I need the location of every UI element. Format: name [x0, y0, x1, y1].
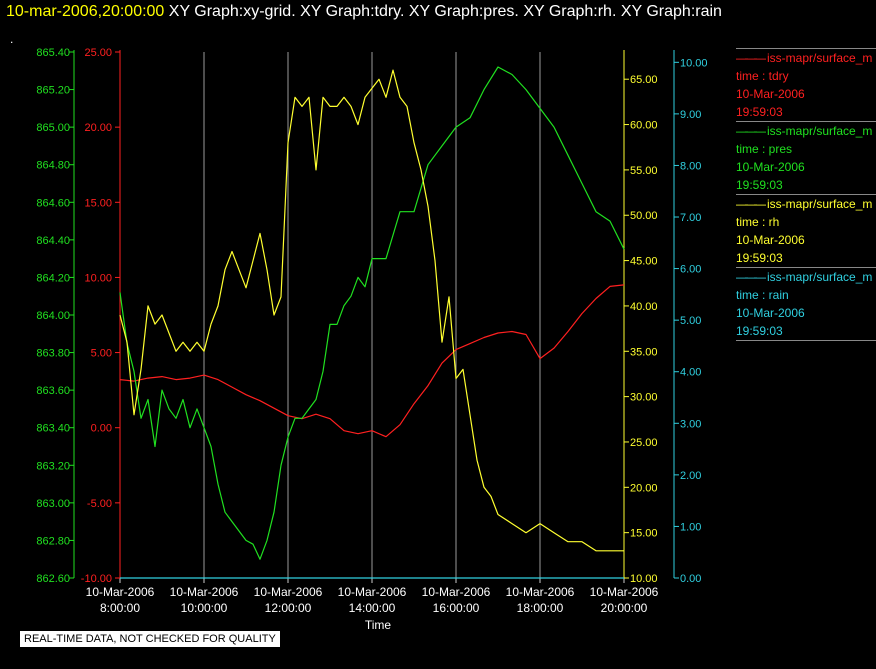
pres-tick-label: 863.60 [36, 385, 70, 397]
rain-tick-label: 0.00 [680, 573, 701, 585]
x-tick-label-time: 14:00:00 [349, 601, 396, 615]
legend-line4: 19:59:03 [736, 178, 783, 192]
legend-line3: 10-Mar-2006 [736, 306, 805, 320]
x-tick-label-date: 10-Mar-2006 [170, 585, 239, 599]
rain-tick-label: 1.00 [680, 521, 701, 533]
pres-tick-label: 863.00 [36, 498, 70, 510]
pres-tick-label: 865.00 [36, 122, 70, 134]
legend-line4: 19:59:03 [736, 251, 783, 265]
header-dot: . [10, 32, 14, 46]
x-tick-label-time: 10:00:00 [181, 601, 228, 615]
pres-tick-label: 864.00 [36, 310, 70, 322]
legend-rule [736, 340, 876, 341]
data-quality-notice: REAL-TIME DATA, NOT CHECKED FOR QUALITY [20, 631, 280, 647]
rh-tick-label: 25.00 [630, 437, 658, 449]
rh-tick-label: 20.00 [630, 482, 658, 494]
x-tick-label-date: 10-Mar-2006 [254, 585, 323, 599]
tdry-tick-label: -5.00 [87, 498, 112, 510]
rh-tick-label: 10.00 [630, 573, 658, 585]
header-timestamp: 10-mar-2006,20:00:00 [6, 3, 165, 20]
rh-tick-label: 55.00 [630, 165, 658, 177]
legend-label: iss-mapr/surface_m [736, 268, 876, 286]
legend-line4: 19:59:03 [736, 324, 783, 338]
rain-tick-label: 7.00 [680, 212, 701, 224]
rain-tick-label: 6.00 [680, 264, 701, 276]
legend-line2: time : rh [736, 215, 780, 229]
legend-line2: time : pres [736, 142, 793, 156]
x-tick-label-time: 18:00:00 [517, 601, 564, 615]
pres-tick-label: 864.80 [36, 160, 70, 172]
rh-tick-label: 35.00 [630, 346, 658, 358]
rh-tick-label: 50.00 [630, 210, 658, 222]
pres-tick-label: 862.60 [36, 573, 70, 585]
legend-line4: 19:59:03 [736, 105, 783, 119]
x-tick-label-date: 10-Mar-2006 [590, 585, 659, 599]
rain-tick-label: 9.00 [680, 109, 701, 121]
x-tick-label-date: 10-Mar-2006 [86, 585, 155, 599]
tdry-tick-label: 5.00 [91, 348, 112, 360]
pres-tick-label: 863.20 [36, 460, 70, 472]
rh-tick-label: 30.00 [630, 392, 658, 404]
x-tick-label-date: 10-Mar-2006 [338, 585, 407, 599]
legend-line3: 10-Mar-2006 [736, 160, 805, 174]
x-tick-label-time: 12:00:00 [265, 601, 312, 615]
tdry-tick-label: 15.00 [84, 197, 112, 209]
header-graph-list: XY Graph:xy-grid. XY Graph:tdry. XY Grap… [168, 3, 722, 20]
pres-tick-label: 865.40 [36, 47, 70, 59]
rh-tick-label: 45.00 [630, 256, 658, 268]
tdry-tick-label: 25.00 [84, 47, 112, 59]
rain-tick-label: 4.00 [680, 367, 701, 379]
legend-line2: time : tdry [736, 69, 789, 83]
rain-tick-label: 8.00 [680, 160, 701, 172]
legend-label: iss-mapr/surface_m [736, 49, 876, 67]
pres-tick-label: 864.60 [36, 197, 70, 209]
tdry-tick-label: 0.00 [91, 423, 112, 435]
pres-series-line [119, 66, 625, 560]
legend-line3: 10-Mar-2006 [736, 233, 805, 247]
pres-tick-label: 864.20 [36, 272, 70, 284]
tdry-tick-label: 20.00 [84, 122, 112, 134]
legend-line2: time : rain [736, 288, 789, 302]
tdry-tick-label: -10.00 [81, 573, 112, 585]
legend-line3: 10-Mar-2006 [736, 87, 805, 101]
rain-tick-label: 10.00 [680, 57, 708, 69]
x-tick-label-time: 16:00:00 [433, 601, 480, 615]
tdry-series-line [119, 284, 625, 438]
x-tick-label-time: 20:00:00 [601, 601, 648, 615]
x-axis-label: Time [365, 618, 392, 632]
chart-header: 10-mar-2006,20:00:00 XY Graph:xy-grid. X… [6, 3, 722, 21]
pres-tick-label: 862.80 [36, 535, 70, 547]
pres-tick-label: 865.20 [36, 85, 70, 97]
rh-tick-label: 65.00 [630, 74, 658, 86]
rain-tick-label: 3.00 [680, 418, 701, 430]
xy-graph: 10-Mar-2006 8:00:00 10-Mar-2006 10:00:00 10-… [36, 47, 708, 632]
rh-series-line [119, 69, 624, 552]
rain-tick-label: 5.00 [680, 315, 701, 327]
x-tick-label-date: 10-Mar-2006 [506, 585, 575, 599]
rh-tick-label: 15.00 [630, 528, 658, 540]
rain-tick-label: 2.00 [680, 470, 701, 482]
rh-tick-label: 40.00 [630, 301, 658, 313]
legend-label: iss-mapr/surface_m [736, 122, 876, 140]
legend-label: iss-mapr/surface_m [736, 195, 876, 213]
tdry-tick-label: 10.00 [84, 272, 112, 284]
rh-tick-label: 60.00 [630, 120, 658, 132]
pres-tick-label: 864.40 [36, 235, 70, 247]
pres-tick-label: 863.40 [36, 423, 70, 435]
pres-tick-label: 863.80 [36, 348, 70, 360]
x-tick-label-date: 10-Mar-2006 [422, 585, 491, 599]
x-tick-label-time: 8:00:00 [100, 601, 140, 615]
